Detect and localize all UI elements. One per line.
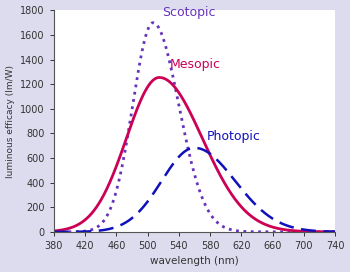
- Y-axis label: luminous efficacy (lm/W): luminous efficacy (lm/W): [6, 65, 15, 178]
- Text: Photopic: Photopic: [207, 130, 261, 143]
- Text: Scotopic: Scotopic: [162, 6, 216, 19]
- Text: Mesopic: Mesopic: [170, 58, 221, 71]
- X-axis label: wavelength (nm): wavelength (nm): [150, 256, 239, 267]
